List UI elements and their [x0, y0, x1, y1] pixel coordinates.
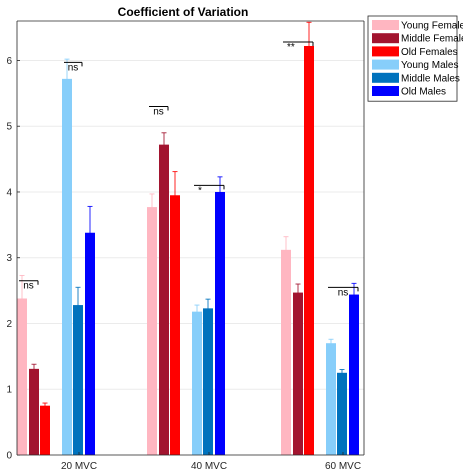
significance-label: ns — [68, 62, 79, 73]
bar — [203, 308, 213, 455]
legend-label: Old Females — [401, 47, 458, 58]
bar — [215, 191, 225, 455]
significance-label: ** — [287, 42, 295, 53]
bar — [293, 292, 303, 455]
bar — [73, 305, 83, 455]
legend-swatch — [372, 46, 399, 57]
y-tick-label: 2 — [6, 319, 12, 330]
bar — [147, 207, 157, 455]
legend-swatch — [372, 20, 399, 30]
bar — [349, 294, 359, 455]
legend-swatch — [372, 59, 399, 70]
significance-label: ns — [338, 287, 349, 298]
x-tick-label: 40 MVC — [191, 461, 227, 472]
bar — [170, 195, 180, 455]
y-tick-label: 0 — [6, 451, 12, 462]
legend-swatch — [372, 33, 399, 44]
bar — [304, 45, 314, 455]
significance-label: ns — [153, 106, 164, 117]
significance-label: * — [198, 185, 202, 196]
bar — [17, 298, 27, 455]
y-tick-label: 4 — [6, 187, 12, 198]
legend-swatch — [372, 86, 399, 96]
bar — [159, 144, 169, 455]
x-tick-label: 20 MVC — [61, 461, 97, 472]
legend-label: Middle Females — [401, 34, 463, 45]
y-tick-label: 3 — [6, 253, 12, 264]
legend-label: Middle Males — [401, 73, 460, 84]
y-tick-label: 6 — [6, 56, 12, 67]
bar — [29, 368, 39, 455]
legend-label: Young Males — [401, 60, 458, 71]
y-tick-label: 1 — [6, 385, 12, 396]
y-tick-label: 5 — [6, 122, 12, 133]
bar — [281, 249, 291, 455]
bar — [85, 232, 95, 455]
chart-title: Coefficient of Variation — [118, 5, 249, 19]
bar — [326, 343, 336, 455]
bar — [40, 405, 50, 455]
significance-label: ns — [23, 281, 34, 292]
legend: Young Females Middle Females Old Females Yo… — [367, 15, 463, 102]
legend-swatch — [372, 72, 399, 83]
bar — [192, 311, 202, 455]
bar — [337, 372, 347, 455]
bar — [62, 78, 72, 455]
x-tick-label: 60 MVC — [325, 461, 361, 472]
legend-label: Old Males — [401, 87, 446, 98]
legend-label: Young Females — [401, 21, 463, 32]
